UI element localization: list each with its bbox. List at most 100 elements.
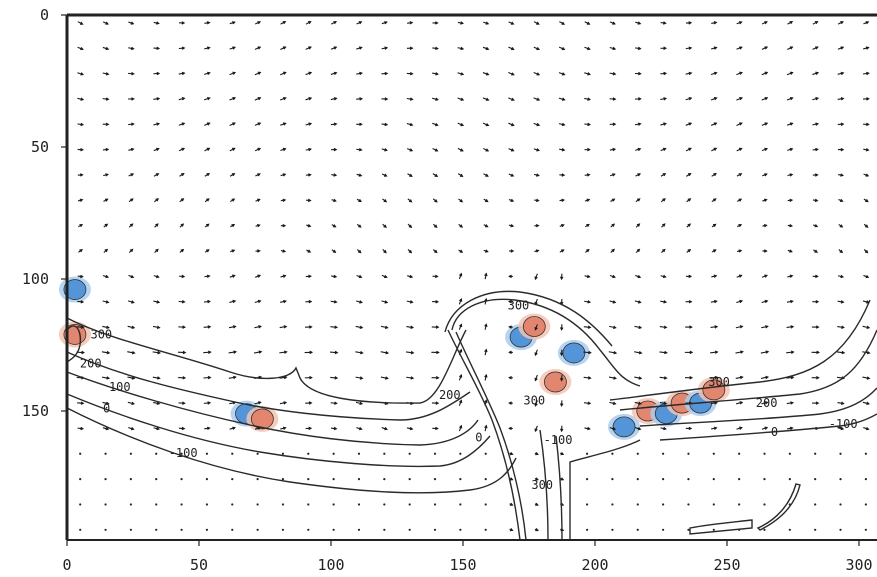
vector-dot-438 bbox=[585, 478, 589, 481]
vector-dot-102 bbox=[180, 478, 183, 481]
vector-arrow-510 bbox=[686, 172, 692, 177]
vector-arrow-head bbox=[81, 350, 85, 355]
vector-arrow-head bbox=[358, 224, 362, 228]
vector-arrow-223 bbox=[329, 350, 339, 355]
vector-arrow-388 bbox=[534, 273, 538, 281]
vector-arrow-head bbox=[815, 147, 819, 152]
vorticity-patch-outline-0 bbox=[63, 279, 87, 300]
vector-arrow-617 bbox=[813, 224, 819, 228]
vector-arrow-head bbox=[283, 401, 288, 405]
vector-arrow-148 bbox=[254, 46, 262, 50]
vector-arrow-head bbox=[207, 325, 212, 329]
vector-arrow-554 bbox=[736, 224, 743, 228]
vector-arrow-head bbox=[206, 274, 211, 278]
vector-arrow-head bbox=[182, 350, 187, 355]
vector-dot-38 bbox=[104, 452, 107, 455]
vector-arrow-192 bbox=[305, 97, 313, 101]
vector-arrow-78 bbox=[153, 401, 161, 405]
vector-dot-648 bbox=[839, 478, 842, 481]
vector-arrow-508 bbox=[685, 122, 693, 126]
vector-arrow-42 bbox=[128, 21, 135, 25]
vector-arrow-head bbox=[790, 375, 795, 380]
vector-arrow-613 bbox=[812, 122, 820, 126]
x-tick-label-200: 200 bbox=[581, 556, 608, 574]
vector-arrow-513 bbox=[686, 248, 692, 253]
vector-arrow-head bbox=[663, 426, 667, 431]
vector-arrow-66 bbox=[153, 97, 161, 101]
vector-arrow-head bbox=[662, 198, 666, 202]
vector-arrow-head bbox=[790, 350, 795, 354]
vector-arrow-10 bbox=[77, 274, 84, 279]
vector-arrow-head bbox=[79, 173, 84, 177]
vector-arrow-head bbox=[308, 122, 313, 126]
contour-lines bbox=[66, 290, 877, 541]
vector-arrow-562 bbox=[736, 426, 743, 430]
vector-arrow-head bbox=[332, 224, 337, 228]
vector-arrow-331 bbox=[458, 424, 463, 432]
vector-arrow-600 bbox=[786, 325, 795, 329]
vector-arrow-head bbox=[866, 401, 870, 406]
vector-arrow-head bbox=[206, 122, 211, 126]
vector-arrow-shaft bbox=[228, 351, 236, 354]
vector-dot-144 bbox=[231, 478, 234, 481]
vector-arrow-head bbox=[408, 224, 413, 229]
vector-arrow-head bbox=[559, 428, 564, 433]
vector-arrow-433 bbox=[583, 350, 592, 355]
vector-arrow-head bbox=[105, 46, 110, 51]
vector-arrow-149 bbox=[254, 71, 262, 76]
vector-arrow-262 bbox=[381, 274, 388, 279]
vector-arrow-239 bbox=[356, 223, 362, 228]
vector-arrow-211 bbox=[330, 46, 338, 50]
vector-arrow-597 bbox=[787, 249, 793, 253]
vector-arrow-282 bbox=[407, 249, 413, 254]
vector-dot-460 bbox=[611, 503, 614, 506]
vector-arrow-head bbox=[333, 46, 338, 50]
vector-arrow-head bbox=[105, 274, 110, 279]
vector-arrow-shaft bbox=[355, 376, 363, 379]
vector-arrow-7 bbox=[77, 198, 84, 202]
vector-arrow-head bbox=[484, 424, 488, 429]
vector-arrow-shaft bbox=[127, 351, 135, 354]
vector-arrow-445 bbox=[609, 122, 617, 127]
vector-arrow-head bbox=[712, 223, 717, 227]
vorticity-patch-positive-3 bbox=[251, 408, 274, 429]
vector-arrow-head bbox=[535, 452, 539, 456]
vector-arrow-head bbox=[740, 350, 744, 354]
vector-arrow-head bbox=[510, 224, 515, 228]
vector-arrow-138 bbox=[228, 325, 237, 329]
vector-arrow-head bbox=[434, 148, 439, 152]
vector-arrow-364 bbox=[508, 198, 515, 203]
vector-arrow-344 bbox=[483, 224, 489, 228]
vector-arrow-head bbox=[384, 427, 389, 431]
vector-arrow-198 bbox=[306, 249, 312, 253]
vector-arrow-head bbox=[764, 426, 769, 430]
vector-dot-669 bbox=[864, 478, 867, 481]
vector-dot-269 bbox=[383, 452, 386, 455]
vector-arrow-424 bbox=[584, 122, 591, 127]
vector-arrow-head bbox=[384, 148, 388, 152]
vector-arrow-head bbox=[232, 21, 236, 25]
vector-arrow-116 bbox=[203, 299, 211, 304]
vector-arrow-507 bbox=[685, 97, 693, 101]
vector-arrow-head bbox=[308, 46, 312, 50]
vector-arrow-574 bbox=[762, 198, 768, 202]
vector-arrow-head bbox=[79, 249, 83, 253]
vector-arrow-451 bbox=[609, 274, 616, 279]
vector-dot-165 bbox=[256, 478, 259, 481]
vector-arrow-305 bbox=[432, 300, 440, 304]
vector-arrow-263 bbox=[381, 300, 389, 304]
vector-arrow-4 bbox=[77, 122, 85, 127]
vector-arrow-157 bbox=[255, 274, 262, 278]
vector-arrow-head bbox=[739, 375, 744, 380]
vector-arrow-head bbox=[157, 376, 161, 380]
contour-line-300-right bbox=[609, 299, 871, 401]
vector-arrow-431 bbox=[584, 300, 592, 304]
vector-arrow-head bbox=[232, 299, 237, 304]
vector-arrow-head bbox=[814, 224, 819, 228]
vector-arrow-head bbox=[637, 46, 642, 51]
vector-arrow-456 bbox=[609, 401, 617, 406]
vector-arrow-head bbox=[559, 276, 564, 281]
vector-arrow-head bbox=[409, 148, 414, 152]
vector-arrow-head bbox=[155, 198, 159, 202]
